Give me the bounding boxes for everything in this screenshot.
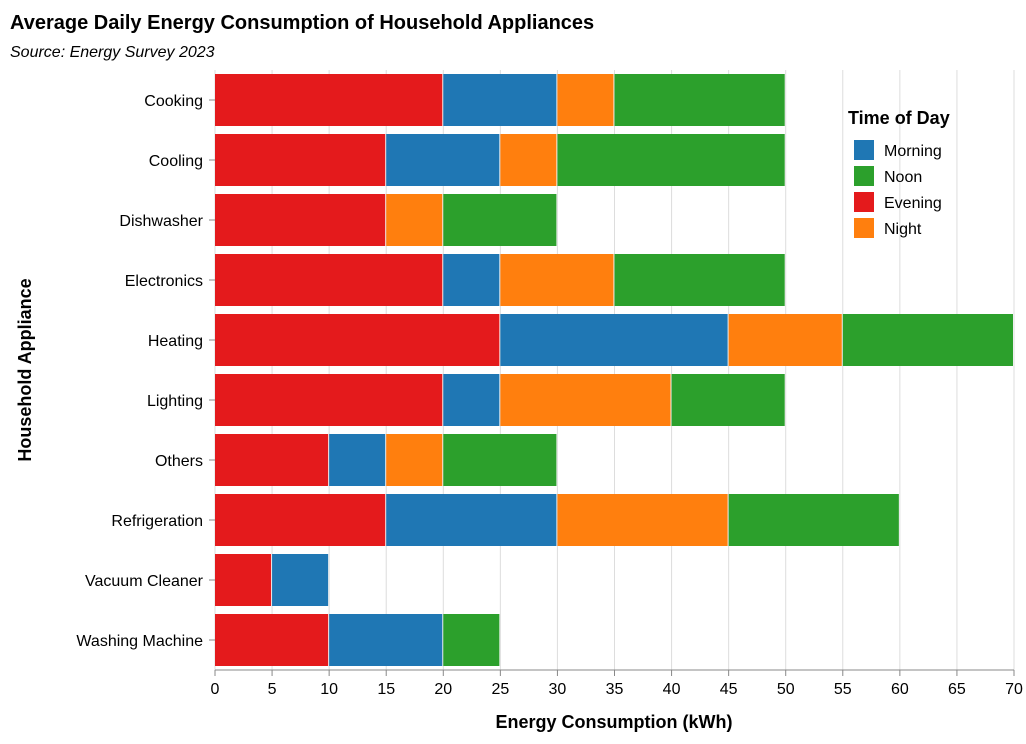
legend-label-night: Night <box>884 221 922 238</box>
y-tick-label: Others <box>155 453 203 470</box>
bar-noon-heating <box>842 314 1013 366</box>
bar-evening-electronics <box>215 254 443 306</box>
bar-night-cooling <box>500 134 557 186</box>
x-tick-label: 35 <box>606 681 624 698</box>
x-tick-label: 20 <box>434 681 452 698</box>
y-tick-label: Electronics <box>125 273 203 290</box>
bar-noon-others <box>443 434 557 486</box>
bar-noon-cooking <box>614 74 785 126</box>
y-tick-label: Heating <box>148 333 203 350</box>
bar-night-lighting <box>500 374 671 426</box>
bar-evening-cooling <box>215 134 386 186</box>
x-tick-label: 50 <box>777 681 795 698</box>
x-tick-label: 30 <box>549 681 567 698</box>
x-tick-label: 10 <box>320 681 338 698</box>
y-tick-label: Washing Machine <box>76 633 203 650</box>
bar-morning-washing-machine <box>329 614 443 666</box>
bar-evening-refrigeration <box>215 494 386 546</box>
bars <box>215 74 1013 666</box>
bar-night-heating <box>728 314 842 366</box>
bar-morning-heating <box>500 314 728 366</box>
y-tick-label: Refrigeration <box>111 513 203 530</box>
bar-noon-washing-machine <box>443 614 500 666</box>
bar-night-electronics <box>500 254 614 306</box>
x-tick-label: 15 <box>377 681 395 698</box>
bar-noon-electronics <box>614 254 785 306</box>
chart-title: Average Daily Energy Consumption of Hous… <box>10 12 594 34</box>
x-tick-label: 40 <box>663 681 681 698</box>
bar-evening-cooking <box>215 74 443 126</box>
bar-noon-dishwasher <box>443 194 557 246</box>
legend-label-noon: Noon <box>884 169 922 186</box>
x-tick-label: 60 <box>891 681 909 698</box>
bar-evening-lighting <box>215 374 443 426</box>
legend-swatch-noon <box>854 166 874 186</box>
bar-night-cooking <box>557 74 614 126</box>
bar-evening-others <box>215 434 329 486</box>
legend-swatch-morning <box>854 140 874 160</box>
bar-morning-cooking <box>443 74 557 126</box>
chart-subtitle: Source: Energy Survey 2023 <box>10 44 215 61</box>
x-tick-label: 5 <box>268 681 277 698</box>
bar-evening-washing-machine <box>215 614 329 666</box>
x-tick-label: 55 <box>834 681 852 698</box>
bar-night-refrigeration <box>557 494 728 546</box>
legend-title: Time of Day <box>848 108 950 128</box>
bar-night-others <box>386 434 443 486</box>
bar-evening-vacuum-cleaner <box>215 554 272 606</box>
y-tick-label: Lighting <box>147 393 203 410</box>
y-tick-label: Cooking <box>144 93 203 110</box>
x-tick-label: 0 <box>211 681 220 698</box>
bar-evening-dishwasher <box>215 194 386 246</box>
legend-label-evening: Evening <box>884 195 942 212</box>
bar-morning-refrigeration <box>386 494 557 546</box>
y-axis-title: Household Appliance <box>15 278 35 461</box>
bar-noon-lighting <box>671 374 785 426</box>
x-tick-label: 65 <box>948 681 966 698</box>
bar-morning-vacuum-cleaner <box>272 554 329 606</box>
bar-morning-others <box>329 434 386 486</box>
bar-morning-electronics <box>443 254 500 306</box>
y-tick-label: Dishwasher <box>119 213 203 230</box>
bar-noon-cooling <box>557 134 785 186</box>
bar-morning-lighting <box>443 374 500 426</box>
bar-noon-refrigeration <box>728 494 899 546</box>
legend-swatch-night <box>854 218 874 238</box>
legend: Time of Day Morning Noon Evening Night <box>848 108 950 238</box>
y-tick-label: Vacuum Cleaner <box>85 573 204 590</box>
x-tick-label: 25 <box>491 681 509 698</box>
axes: 0 5 10 15 20 25 30 35 40 45 50 55 60 65 70 Cooking Cooli… <box>76 93 1023 698</box>
x-tick-label: 70 <box>1005 681 1023 698</box>
x-axis-title: Energy Consumption (kWh) <box>496 712 733 732</box>
y-tick-label: Cooling <box>149 153 203 170</box>
bar-morning-cooling <box>386 134 500 186</box>
x-tick-label: 45 <box>720 681 738 698</box>
legend-label-morning: Morning <box>884 143 942 160</box>
bar-evening-heating <box>215 314 500 366</box>
bar-night-dishwasher <box>386 194 443 246</box>
legend-swatch-evening <box>854 192 874 212</box>
